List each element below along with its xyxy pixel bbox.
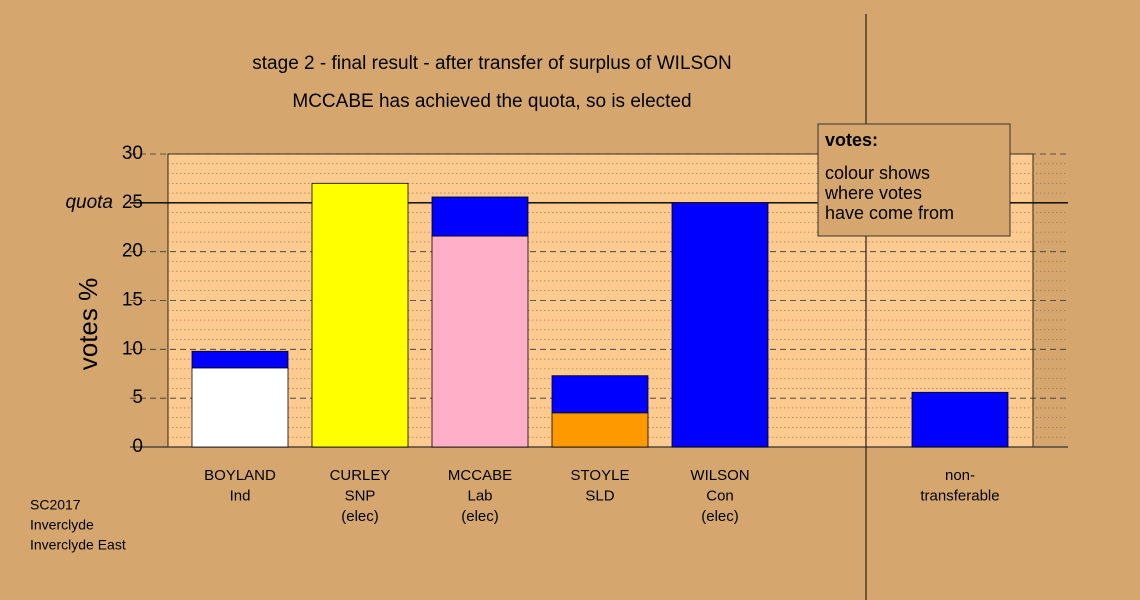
x-tick-label: Lab [467,487,492,504]
y-tick-label: 20 [122,241,143,262]
x-tick-label: MCCABE [448,467,512,484]
y-axis-label: votes % [73,278,103,371]
bar-segment [671,202,769,448]
legend-text: where votes [824,183,922,203]
footnote: Inverclyde [30,517,94,533]
x-tick-label: SLD [585,487,614,504]
x-tick-label: non- [945,467,975,484]
x-tick-label: transferable [920,487,999,504]
chart-title: stage 2 - final result - after transfer … [252,53,731,74]
bar-segment [311,182,409,448]
x-tick-label: (elec) [701,508,739,525]
legend-title: votes: [825,130,878,150]
legend-box [817,123,1011,237]
bar-segment [551,412,649,448]
y-tick-label: 5 [132,387,143,408]
bar-segment [191,350,289,369]
bar-segment [431,196,529,237]
x-tick-label: Ind [230,487,251,504]
bar-segment [431,235,529,448]
chart-subtitle: MCCABE has achieved the quota, so is ele… [292,91,691,112]
bar-segment [911,391,1009,448]
y-tick-label: 15 [122,290,143,311]
x-tick-label: (elec) [341,508,379,525]
x-tick-label: SNP [345,487,376,504]
y-tick-label: 10 [122,338,143,359]
x-tick-label: Con [706,487,734,504]
x-tick-label: STOYLE [571,467,630,484]
bar-segment [551,375,649,414]
y-tick-label: 0 [132,436,143,457]
y-tick-label: 25 [122,192,143,213]
x-tick-label: WILSON [690,467,749,484]
x-tick-label: (elec) [461,508,499,525]
bar-segment [191,367,289,448]
legend-text: colour shows [825,163,930,183]
y-tick-label: 30 [122,143,143,164]
x-tick-label: CURLEY [330,467,391,484]
legend-text: have come from [825,203,954,223]
footnote: Inverclyde East [30,537,126,553]
legend: votes: colour shows where votes have com… [817,123,1011,237]
x-tick-label: BOYLAND [204,467,276,484]
quota-label: quota [65,192,113,213]
footnote: SC2017 [30,497,81,513]
